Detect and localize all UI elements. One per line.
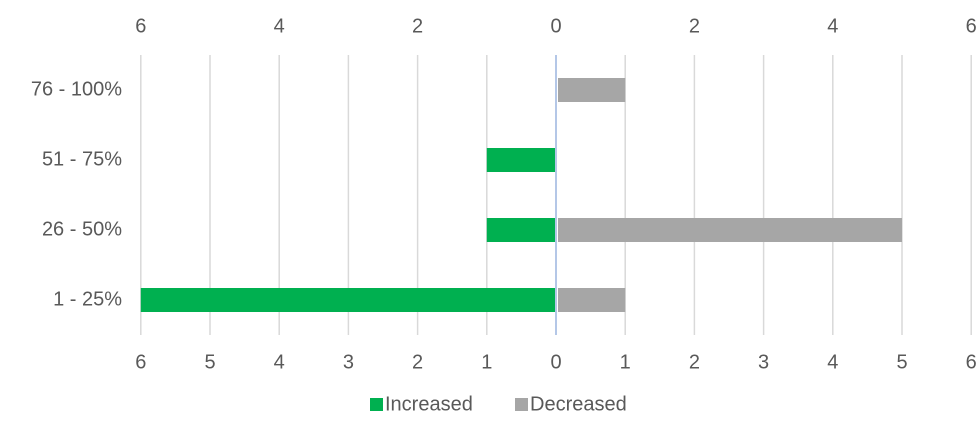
bottom-axis-tick: 5 [896,351,907,373]
bottom-axis-tick: 0 [550,351,561,373]
top-axis-tick: 0 [550,15,561,37]
gridlines [140,55,972,335]
category-label: 26 - 50% [42,218,122,240]
top-axis-tick: 2 [412,15,423,37]
bottom-axis-tick: 2 [689,351,700,373]
axes: 76 - 100% 51 - 75% 26 - 50% 1 - 25% 6 4 2 0 2 4 6 6… [31,15,977,373]
bottom-axis-tick: 5 [204,351,215,373]
bar-increased [486,218,555,242]
bar-increased [140,288,556,312]
top-axis-tick: 6 [966,15,977,37]
bottom-axis-tick: 3 [343,351,354,373]
bottom-axis-tick: 4 [274,351,285,373]
bar-increased [486,148,555,172]
top-axis-tick: 6 [135,15,146,37]
legend-label-decreased: Decreased [530,393,627,415]
category-label: 76 - 100% [31,78,122,100]
top-axis-tick: 4 [827,15,838,37]
legend-label-increased: Increased [385,393,473,415]
top-axis-tick: 2 [689,15,700,37]
top-axis-tick: 4 [274,15,285,37]
category-label: 1 - 25% [53,288,122,310]
legend: Increased Decreased [370,393,627,415]
bars [140,78,902,312]
bottom-axis-tick: 4 [827,351,838,373]
bottom-axis-tick: 3 [758,351,769,373]
legend-swatch-decreased [515,398,528,411]
bottom-axis-tick: 1 [481,351,492,373]
category-label: 51 - 75% [42,148,122,170]
bottom-axis-tick: 6 [966,351,977,373]
bar-decreased [558,218,902,242]
bottom-axis-tick: 2 [412,351,423,373]
legend-swatch-increased [370,398,383,411]
bar-decreased [558,78,626,102]
bottom-axis-tick: 6 [135,351,146,373]
bottom-axis-tick: 1 [620,351,631,373]
bar-decreased [558,288,626,312]
